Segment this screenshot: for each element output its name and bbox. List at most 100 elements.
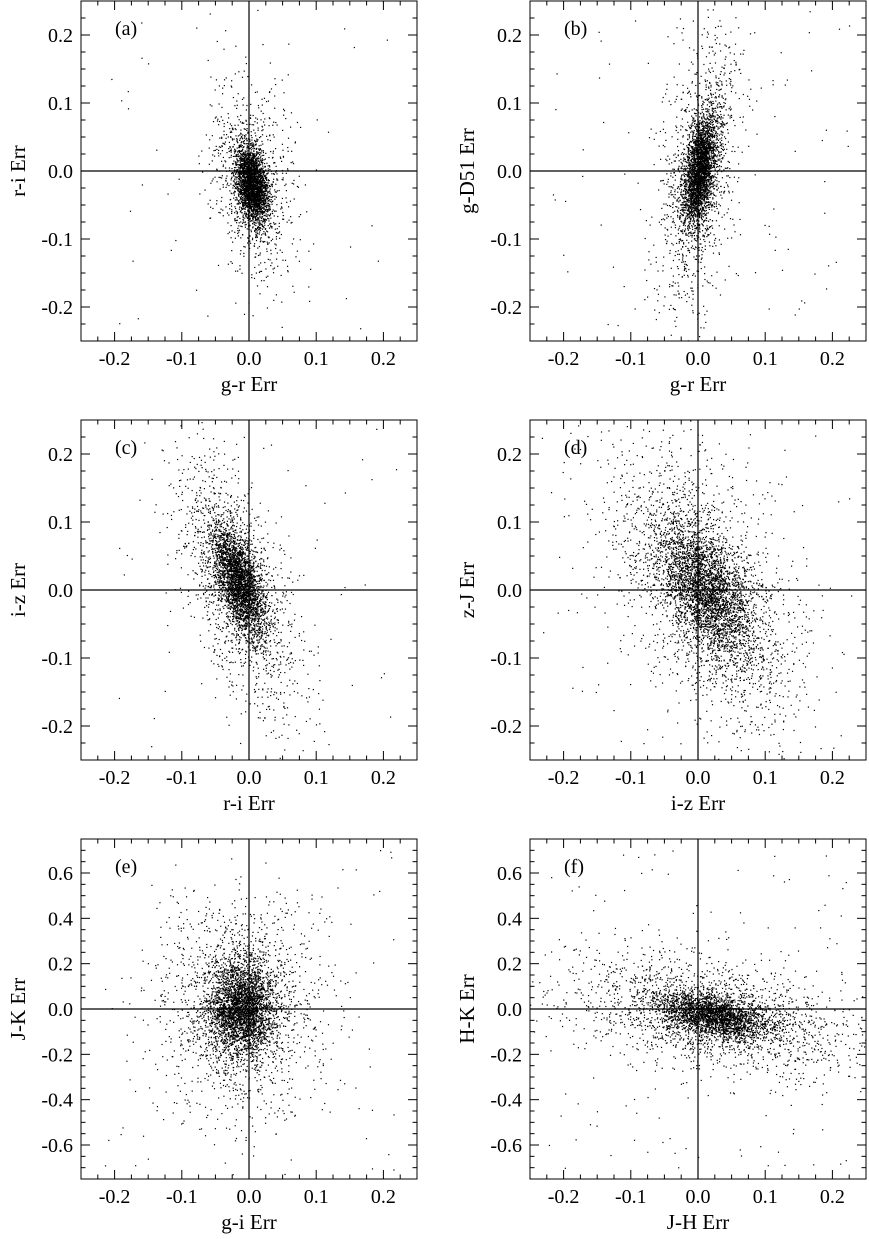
data-point (242, 183, 245, 186)
data-point (273, 299, 275, 301)
data-point (269, 200, 271, 203)
data-point (216, 200, 218, 202)
data-point (701, 125, 703, 127)
data-point (235, 196, 237, 199)
data-point (250, 229, 252, 231)
data-point (243, 161, 246, 163)
data-point (263, 203, 266, 205)
x-tick-label: 0.2 (371, 348, 396, 370)
data-point (261, 126, 264, 128)
data-point (251, 164, 253, 166)
data-point (252, 161, 254, 163)
data-point (240, 225, 242, 227)
data-point (227, 136, 229, 138)
data-point (272, 209, 274, 211)
data-point (252, 217, 254, 219)
data-point (231, 86, 233, 88)
data-point (216, 169, 218, 171)
data-point (238, 119, 240, 121)
data-point (282, 211, 284, 214)
data-point (276, 173, 278, 175)
data-point (257, 129, 259, 131)
data-point (253, 180, 255, 182)
data-point (238, 203, 240, 205)
data-point (253, 161, 255, 163)
data-point (696, 209, 698, 211)
data-point (237, 164, 239, 166)
data-point (694, 142, 696, 144)
data-point (255, 201, 258, 203)
data-point (702, 103, 704, 106)
data-point (253, 166, 255, 168)
data-point (257, 187, 259, 189)
data-point (706, 116, 709, 118)
data-point (271, 203, 273, 205)
data-point (245, 212, 247, 214)
data-point (282, 218, 285, 220)
data-point (259, 148, 261, 150)
data-point (275, 191, 277, 193)
data-point (712, 120, 714, 123)
data-point (262, 212, 264, 214)
data-point (709, 102, 711, 104)
data-point (254, 176, 256, 178)
data-point (272, 134, 274, 136)
data-point (229, 146, 232, 148)
data-point (245, 192, 247, 194)
data-point (275, 210, 277, 212)
data-point (251, 239, 254, 241)
data-point (286, 265, 289, 267)
data-point (236, 213, 238, 215)
data-point (234, 206, 236, 208)
data-point (132, 260, 134, 262)
data-point (247, 154, 249, 156)
data-point (237, 156, 240, 158)
data-point (227, 222, 229, 224)
data-point (260, 169, 262, 171)
data-point (236, 155, 238, 157)
data-point (263, 192, 265, 195)
data-point (264, 181, 267, 183)
data-point (237, 155, 239, 157)
data-point (223, 79, 226, 81)
data-point (246, 123, 248, 126)
data-point (241, 166, 243, 168)
data-point (257, 164, 259, 166)
data-point (232, 172, 234, 175)
data-point (254, 173, 256, 175)
data-point (689, 167, 691, 169)
data-point (689, 218, 692, 220)
data-point (266, 250, 268, 253)
data-point (701, 176, 703, 178)
data-point (263, 171, 266, 173)
data-point (276, 124, 278, 126)
data-point (701, 194, 703, 197)
data-point (259, 186, 261, 188)
data-point (267, 198, 269, 200)
data-point (252, 218, 254, 220)
data-point (718, 127, 720, 129)
data-point (246, 183, 248, 185)
data-point (296, 121, 299, 124)
data-point (718, 134, 720, 136)
data-point (246, 159, 248, 161)
data-point (240, 167, 242, 169)
data-point (259, 231, 261, 233)
data-point (265, 177, 267, 179)
data-point (265, 215, 267, 217)
data-point (266, 182, 268, 184)
data-point (693, 174, 695, 176)
data-point (681, 253, 684, 255)
data-point (688, 226, 690, 228)
data-point (262, 150, 264, 152)
data-point (259, 197, 261, 199)
data-point (249, 247, 251, 250)
data-point (240, 136, 242, 138)
data-point (215, 145, 217, 147)
data-point (245, 120, 247, 122)
data-point (265, 176, 268, 178)
data-point (677, 210, 679, 212)
data-point (707, 123, 709, 126)
data-point (706, 179, 708, 182)
